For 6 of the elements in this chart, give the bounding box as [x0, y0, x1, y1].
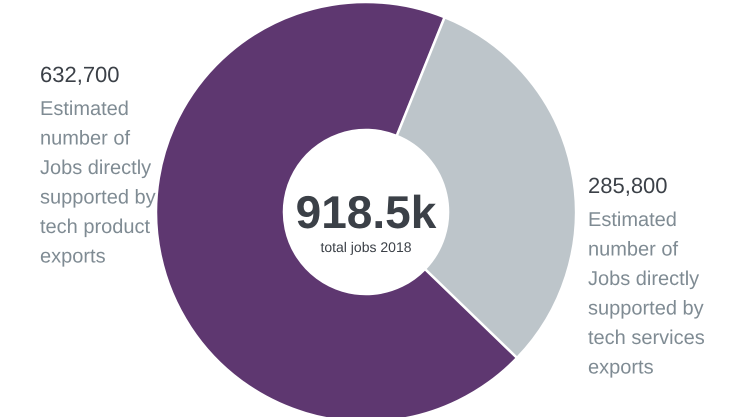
data-label: 285,800 [588, 173, 668, 198]
slice-label: Estimated number of Jobs directly supported by tech product exports [40, 98, 156, 268]
text: 918.5k [296, 186, 437, 238]
data-label: 632,700 [40, 62, 120, 87]
slice-label: Estimated number of Jobs directly supported by tech services exports [588, 209, 705, 378]
text: total jobs 2018 [320, 239, 412, 255]
